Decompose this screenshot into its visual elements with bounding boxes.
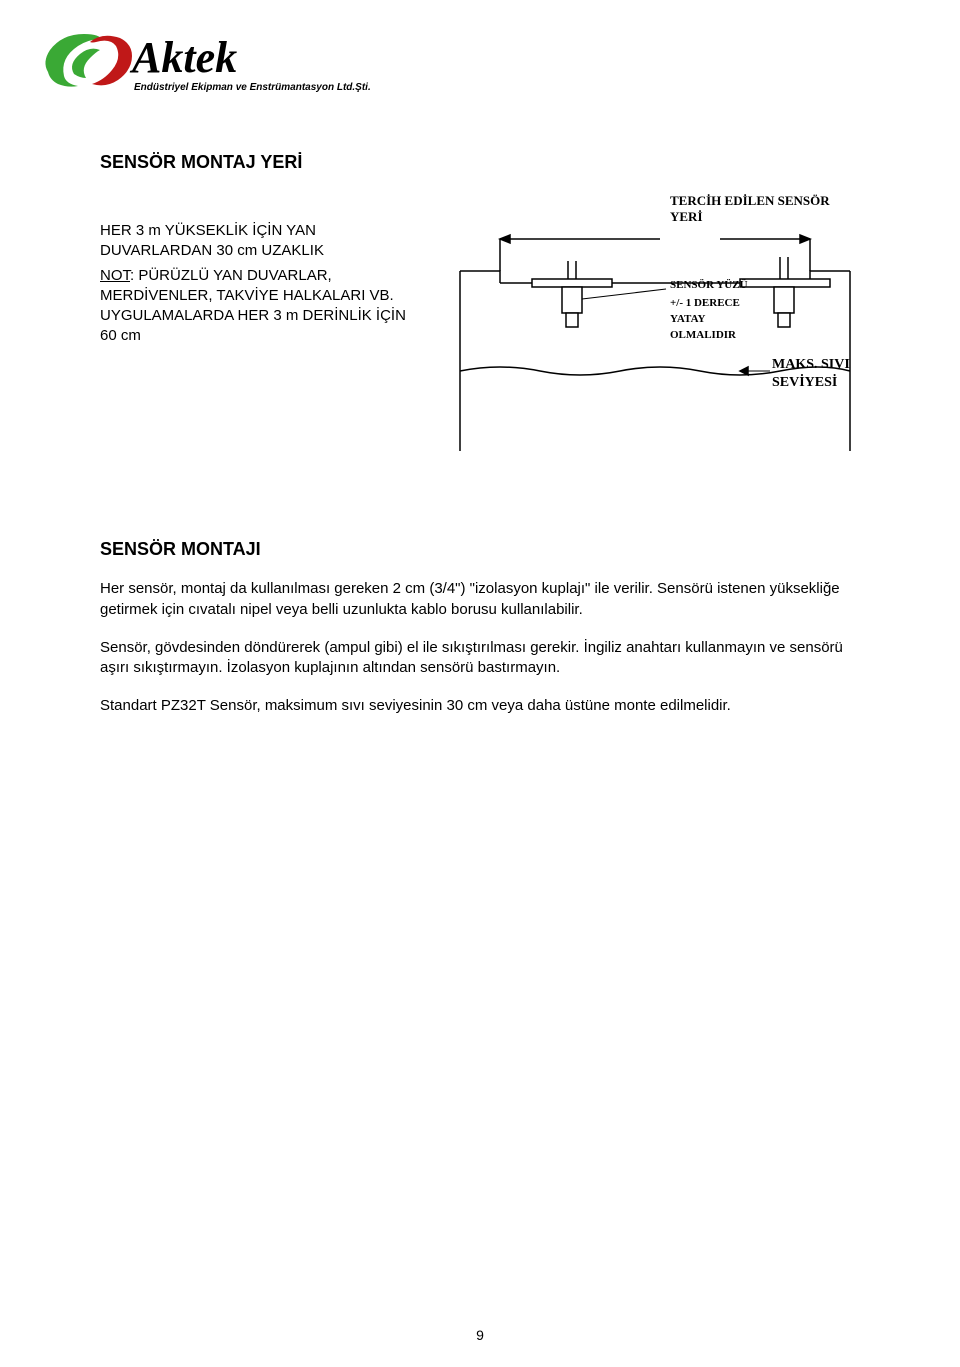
company-logo: Aktek Endüstriyel Ekipman ve Enstrümanta… [40,24,920,102]
instruction-p2: NOT: PÜRÜZLÜ YAN DUVARLAR, MERDİVENLER, … [100,266,420,347]
body-p3: Standart PZ32T Sensör, maksimum sıvı sev… [100,696,870,716]
logo-tagline: Endüstriyel Ekipman ve Enstrümantasyon L… [134,82,371,93]
diagram-svg [440,221,870,481]
diagram-label-preferred: TERCİH EDİLEN SENSÖR YERİ [670,193,830,226]
body-p1: Her sensör, montaj da kullanılması gerek… [100,579,870,620]
body-p2: Sensör, gövdesinden döndürerek (ampul gi… [100,638,870,679]
diagram-label-degree: +/- 1 DERECE [670,297,740,311]
diagram-label-sensor-face: SENSÖR YÜZÜ [670,279,748,293]
note-prefix: NOT [100,267,130,284]
diagram-label-max-level: MAKS. SIVI SEVİYESİ [772,356,882,391]
logo-swoosh-inner [72,49,100,78]
left-instruction-block: HER 3 m YÜKSEKLİK İÇİN YAN DUVARLARDAN 3… [100,221,420,481]
note-rest: : PÜRÜZLÜ YAN DUVARLAR, MERDİVENLER, TAK… [100,267,406,345]
page-number: 9 [0,1327,960,1343]
logo-svg: Aktek Endüstriyel Ekipman ve Enstrümanta… [40,24,380,102]
sensor-mounting-diagram: TERCİH EDİLEN SENSÖR YERİ SENSÖR YÜZÜ +/… [440,221,870,481]
section-title-montaji: SENSÖR MONTAJI [100,537,870,561]
diagram-label-yatay: YATAY [670,313,705,327]
logo-company-name: Aktek [129,33,237,82]
diagram-label-olmalidir: OLMALIDIR [670,329,736,343]
logo-swoosh-red [90,36,132,86]
instruction-p1: HER 3 m YÜKSEKLİK İÇİN YAN DUVARLARDAN 3… [100,221,420,262]
section-title-montaj-yeri: SENSÖR MONTAJ YERİ [100,152,870,173]
